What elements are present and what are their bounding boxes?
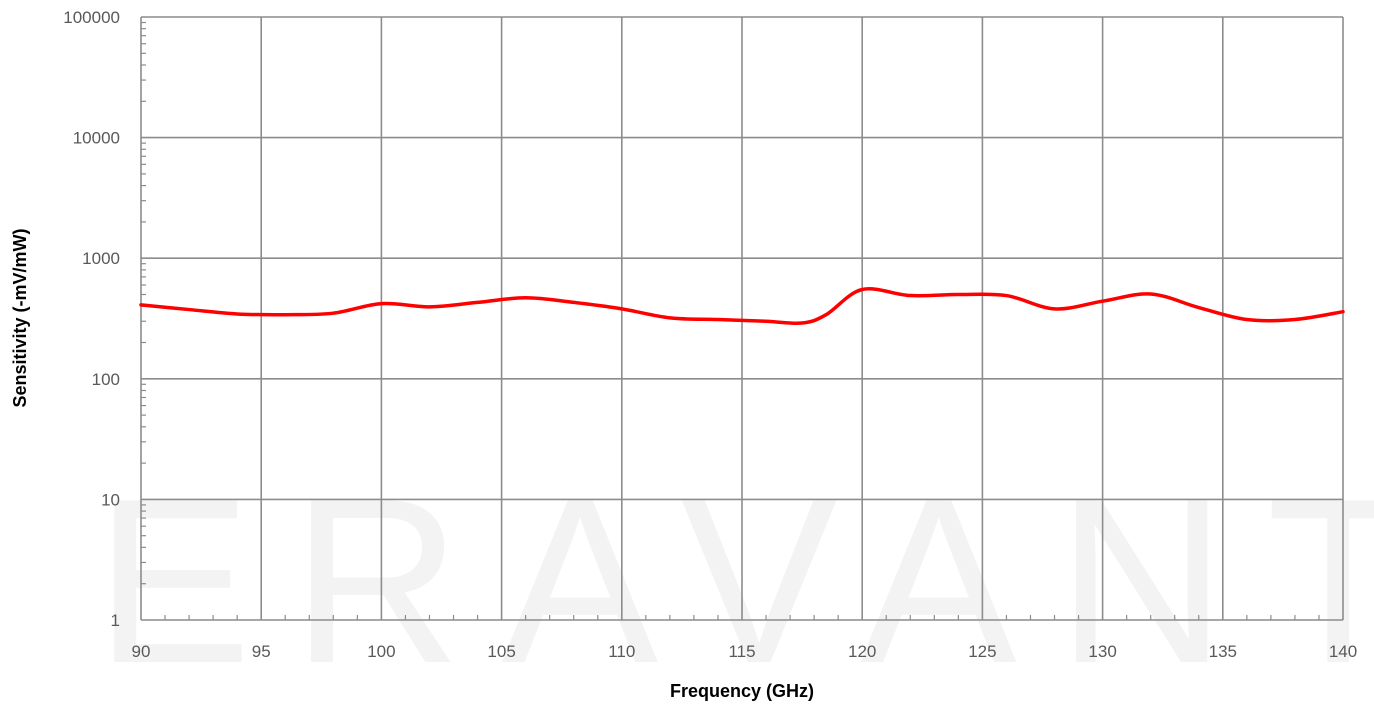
x-tick-label: 120 bbox=[848, 642, 876, 661]
x-tick-label: 110 bbox=[608, 642, 635, 661]
x-tick-label: 140 bbox=[1329, 642, 1357, 661]
y-tick-label: 1000 bbox=[82, 249, 120, 268]
series-layer bbox=[139, 287, 1345, 326]
watermark-text: ERAVANT bbox=[95, 449, 1374, 707]
x-tick-label: 135 bbox=[1209, 642, 1237, 661]
x-tick-label: 125 bbox=[968, 642, 996, 661]
x-axis-title: Frequency (GHz) bbox=[670, 681, 814, 701]
y-tick-label: 100000 bbox=[63, 8, 120, 27]
y-tick-label: 1 bbox=[111, 611, 120, 630]
y-tick-label: 100 bbox=[92, 370, 120, 389]
series-line-0 bbox=[139, 287, 1345, 326]
x-tick-label: 130 bbox=[1088, 642, 1116, 661]
x-tick-label: 95 bbox=[252, 642, 271, 661]
y-tick-labels: 1 10 100 1000 10000 100000 bbox=[63, 8, 120, 630]
x-tick-label: 115 bbox=[728, 642, 755, 661]
x-tick-label: 90 bbox=[132, 642, 151, 661]
x-tick-label: 100 bbox=[367, 642, 395, 661]
minor-ticks bbox=[141, 21, 1320, 620]
y-tick-label: 10 bbox=[101, 490, 120, 509]
y-axis-title: Sensitivity (-mV/mW) bbox=[10, 228, 30, 407]
x-tick-label: 105 bbox=[487, 642, 515, 661]
x-tick-labels: 90 95 100 105 110 115 120 125 130 135 140 bbox=[132, 642, 1358, 661]
grid bbox=[140, 16, 1344, 621]
y-tick-label: 10000 bbox=[73, 129, 120, 148]
